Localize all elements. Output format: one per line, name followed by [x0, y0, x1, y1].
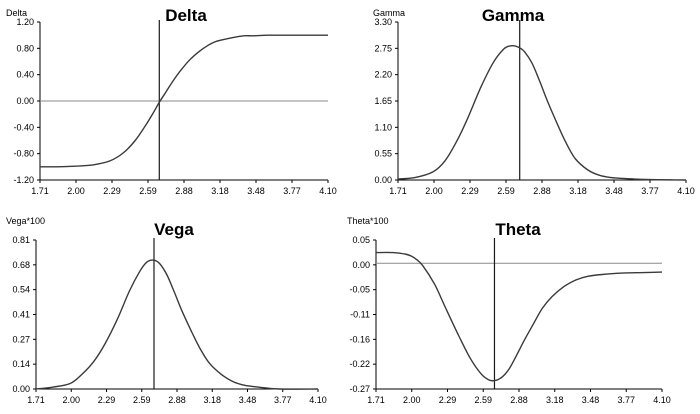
x-tick-label-theta: 2.59 — [474, 395, 492, 405]
y-tick-label-vega: 0.81 — [12, 235, 30, 245]
y-tick-label-gamma: 0.00 — [374, 175, 392, 185]
y-axis-label-gamma: Gamma — [373, 8, 405, 18]
y-tick-label-vega: 0.14 — [12, 359, 30, 369]
x-tick-label-theta: 3.18 — [546, 395, 564, 405]
chart-title-vega: Vega — [154, 220, 194, 239]
x-tick-label-vega: 2.29 — [98, 395, 116, 405]
x-tick-label-vega: 2.88 — [168, 395, 186, 405]
x-tick-label-gamma: 4.10 — [677, 186, 695, 196]
x-tick-label-gamma: 3.18 — [569, 186, 587, 196]
y-tick-label-vega: 0.27 — [12, 334, 30, 344]
x-tick-label-delta: 2.00 — [67, 186, 85, 196]
y-tick-label-theta: 0.05 — [352, 235, 370, 245]
x-tick-label-gamma: 3.48 — [605, 186, 623, 196]
chart-panel-theta: Theta Theta*100 -0.27 -0.22 -0.16 -0.11 -0.0… — [347, 216, 671, 405]
x-tick-label-gamma: 2.59 — [497, 186, 515, 196]
x-tick-label-delta: 3.18 — [211, 186, 229, 196]
y-axis-label-theta: Theta*100 — [347, 216, 389, 226]
chart-panel-delta: Delta Delta -1.20 -0.80 -0.40 0.00 0.40 0.80 1… — [6, 6, 337, 196]
x-tick-label-gamma: 1.71 — [389, 186, 407, 196]
x-tick-label-gamma: 2.00 — [425, 186, 443, 196]
y-tick-label-vega: 0.00 — [12, 384, 30, 394]
x-tick-label-theta: 2.00 — [403, 395, 421, 405]
y-tick-label-vega: 0.41 — [12, 310, 30, 320]
x-tick-label-vega: 3.77 — [274, 395, 292, 405]
chart-title-theta: Theta — [495, 220, 541, 239]
x-tick-label-delta: 2.59 — [139, 186, 157, 196]
x-tick-label-theta: 2.88 — [510, 395, 528, 405]
x-tick-label-vega: 2.00 — [62, 395, 80, 405]
y-tick-label-theta: -0.11 — [350, 310, 370, 320]
chart-title-gamma: Gamma — [482, 6, 545, 25]
y-tick-label-delta: 0.40 — [16, 70, 34, 80]
series-line-gamma — [397, 44, 687, 181]
y-tick-label-vega: 0.68 — [12, 260, 30, 270]
y-tick-label-delta: 0.00 — [16, 96, 34, 106]
x-tick-label-delta: 3.77 — [283, 186, 301, 196]
x-tick-label-theta: 2.29 — [439, 395, 457, 405]
x-tick-label-vega: 1.71 — [27, 395, 45, 405]
y-tick-label-delta: -0.40 — [13, 122, 34, 132]
x-tick-label-vega: 2.59 — [133, 395, 151, 405]
y-tick-label-theta: -0.16 — [349, 334, 370, 344]
x-tick-label-vega: 3.18 — [203, 395, 221, 405]
series-line-delta — [39, 34, 328, 168]
x-tick-label-theta: 3.48 — [582, 395, 600, 405]
x-tick-label-delta: 4.10 — [319, 186, 337, 196]
y-tick-label-gamma: 1.10 — [374, 122, 392, 132]
x-tick-label-delta: 1.71 — [31, 186, 49, 196]
y-tick-label-delta: 0.80 — [16, 43, 34, 53]
x-tick-label-gamma: 2.29 — [461, 186, 479, 196]
y-tick-label-gamma: 2.75 — [374, 43, 392, 53]
y-tick-label-theta: -0.27 — [349, 384, 370, 394]
y-tick-label-theta: -0.22 — [349, 359, 370, 369]
x-tick-label-gamma: 3.77 — [641, 186, 659, 196]
y-tick-label-theta: 0.00 — [352, 260, 370, 270]
x-tick-label-delta: 2.88 — [175, 186, 193, 196]
series-line-theta — [375, 251, 663, 382]
y-tick-label-gamma: 3.30 — [374, 17, 392, 27]
chart-title-delta: Delta — [165, 6, 207, 25]
chart-panel-gamma: Gamma Gamma 0.00 0.55 1.10 1.65 2.20 2.75 3.30… — [373, 6, 695, 196]
x-tick-label-theta: 1.71 — [367, 395, 385, 405]
y-tick-label-vega: 0.54 — [12, 285, 30, 295]
y-tick-label-gamma: 1.65 — [374, 96, 392, 106]
y-axis-label-vega: Vega*100 — [6, 216, 45, 226]
y-tick-label-delta: 1.20 — [16, 17, 34, 27]
y-tick-label-gamma: 0.55 — [374, 149, 392, 159]
y-tick-label-theta: -0.05 — [349, 285, 370, 295]
x-tick-label-delta: 2.29 — [103, 186, 121, 196]
y-tick-label-gamma: 2.20 — [374, 70, 392, 80]
x-tick-label-delta: 3.48 — [247, 186, 265, 196]
x-tick-label-theta: 4.10 — [653, 395, 671, 405]
x-tick-label-gamma: 2.88 — [533, 186, 551, 196]
y-tick-label-delta: -0.80 — [13, 149, 34, 159]
x-tick-label-theta: 3.77 — [617, 395, 635, 405]
y-tick-label-delta: -1.20 — [13, 175, 34, 185]
series-line-vega — [35, 259, 319, 390]
y-axis-label-delta: Delta — [6, 8, 27, 18]
x-tick-label-vega: 3.48 — [239, 395, 257, 405]
chart-panel-vega: Vega Vega*100 0.00 0.14 0.27 0.41 0.54 0.68 0.… — [6, 216, 327, 405]
x-tick-label-vega: 4.10 — [309, 395, 327, 405]
